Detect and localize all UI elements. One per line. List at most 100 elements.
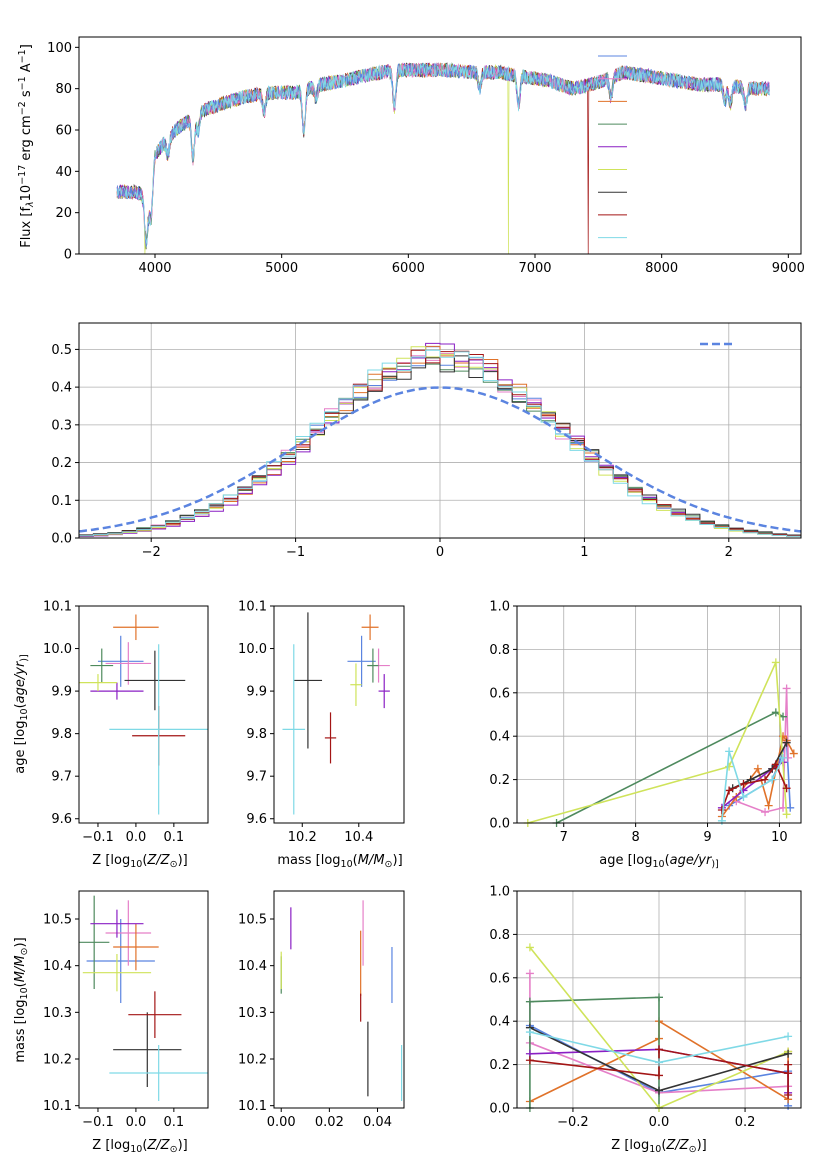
weight-marker	[761, 808, 770, 817]
spectrum-line	[116, 62, 770, 245]
y-tick-label: 9.9	[51, 685, 72, 700]
y-axis-label-part: 10	[19, 987, 30, 999]
weight-marker	[525, 997, 534, 1006]
x-axis-label-part: )]	[711, 859, 718, 870]
x-axis-label-part: mass [log	[277, 853, 340, 868]
y-axis-label-part: (	[13, 982, 28, 987]
weight-marker	[655, 1058, 663, 1067]
y-axis-label-part: )]	[13, 937, 28, 947]
y-tick-label: 0.4	[489, 1015, 510, 1030]
x-axis-label-part: Z/Z	[665, 1138, 689, 1153]
y-tick-label: 10.3	[43, 1006, 72, 1021]
error-bar-point	[113, 614, 159, 641]
y-tick-label: 0.2	[489, 773, 510, 788]
weight-marker	[771, 658, 780, 667]
axes-frame	[273, 890, 405, 1109]
spectrum-line	[116, 62, 770, 255]
x-tick-label: 1	[580, 545, 588, 560]
error-bar-point	[90, 648, 114, 683]
y-tick-label: 9.8	[51, 727, 72, 742]
y-tick-label: 80	[55, 82, 72, 97]
x-tick-label: 9	[703, 830, 711, 845]
weight-marker	[771, 760, 780, 769]
axes-frame	[78, 322, 802, 539]
y-axis-label: age [log10(age/yr)]	[13, 654, 30, 773]
axes-frame	[516, 890, 802, 1109]
y-tick-label: 40	[55, 165, 72, 180]
weight-marker	[784, 1032, 793, 1041]
y-tick-label: 9.6	[246, 812, 267, 827]
x-tick-label: 0.00	[267, 1115, 296, 1130]
y-tick-label: 10.0	[43, 642, 72, 657]
y-tick-label: 0.6	[489, 686, 510, 701]
y-axis-label-part: −1	[17, 49, 28, 63]
weight-marker	[768, 775, 777, 784]
spectrum-line	[116, 62, 770, 249]
error-bar-point	[378, 674, 390, 709]
y-tick-label: 10.1	[43, 600, 72, 615]
spectrum-line	[116, 62, 770, 250]
weight-series-line	[721, 761, 784, 809]
weight-marker	[761, 775, 770, 784]
chart-spectrum: 4000 5000 6000 7000 8000 9000 0 20 40 60 80 100 Flux…	[17, 36, 805, 276]
x-axis-label-part: (	[142, 1138, 147, 1153]
x-axis-label: Z [log10(Z/Z⊙)]	[92, 853, 187, 870]
x-axis-label-part: ⊙	[170, 859, 178, 870]
chart-age-vs-z: −0.1 0.0 0.19.69.79.89.910.010.1Z [log10(Z…	[13, 600, 209, 870]
error-bar-point	[128, 991, 182, 1038]
x-tick-label: 9000	[772, 261, 805, 276]
x-axis-label-part: (	[353, 853, 358, 868]
error-bar-point	[124, 650, 186, 711]
error-bar-point	[282, 644, 306, 815]
weight-series-line	[527, 662, 788, 824]
weight-marker	[655, 993, 663, 1002]
x-axis-label-part: )]	[393, 853, 403, 868]
error-bar-point	[350, 663, 362, 706]
axes-frame	[78, 36, 802, 255]
y-tick-label: 0	[64, 248, 72, 263]
weight-marker	[655, 1071, 663, 1080]
x-tick-label: 10	[771, 830, 788, 845]
weight-marker	[784, 1069, 793, 1078]
x-tick-label: 8	[631, 830, 639, 845]
x-axis-label-part: (	[142, 853, 147, 868]
error-bar-point	[90, 682, 144, 700]
y-axis-label-part: −17	[17, 165, 28, 185]
error-bar-point	[105, 642, 152, 685]
x-tick-label: 0.0	[126, 1115, 147, 1130]
weight-marker	[525, 969, 534, 978]
weight-marker	[739, 792, 748, 801]
x-tick-label: −0.1	[82, 830, 114, 845]
x-axis-label-part: )]	[697, 1138, 707, 1153]
x-axis-label-part: 10	[130, 859, 142, 870]
x-tick-label: 0.2	[735, 1115, 756, 1130]
x-axis-label-part: Z/Z	[146, 853, 170, 868]
x-axis-label: Z [log10(Z/Z⊙)]	[92, 1138, 187, 1155]
y-tick-label: 10.1	[43, 1099, 72, 1114]
x-axis-label-part: (	[661, 1138, 666, 1153]
weight-marker	[784, 1049, 793, 1058]
weight-marker	[717, 816, 726, 825]
y-tick-label: 1.0	[489, 885, 510, 900]
x-tick-label: 6000	[392, 261, 425, 276]
y-tick-label: 0.0	[489, 817, 510, 832]
x-tick-label: −2	[142, 545, 161, 560]
y-tick-label: 10.1	[238, 1099, 267, 1114]
y-axis-label-part: Flux [f	[19, 207, 34, 248]
x-tick-label: 0.1	[164, 830, 185, 845]
weight-marker	[782, 810, 791, 819]
y-axis-label-part: mass [log	[13, 999, 28, 1062]
x-axis-label-part: Z [log	[611, 1138, 649, 1153]
weight-marker	[525, 1028, 534, 1037]
x-tick-label: 10.2	[288, 830, 317, 845]
weight-marker	[764, 801, 773, 810]
x-axis-label-part: )]	[178, 1138, 188, 1153]
chart-mass-vs-z: −0.1 0.0 0.110.110.210.310.410.5Z [log10(Z…	[13, 890, 209, 1155]
y-axis-label-part: 10	[19, 185, 34, 202]
y-tick-label: 9.7	[51, 770, 72, 785]
y-axis-label-part: λ	[25, 201, 36, 208]
chart-mass-vs-ebv: 0.00 0.02 0.04 10.1 10.2 10.3 10.4 10.5	[238, 890, 405, 1130]
x-axis-label-part: ⊙	[689, 1144, 697, 1155]
axes-frame	[516, 605, 802, 824]
